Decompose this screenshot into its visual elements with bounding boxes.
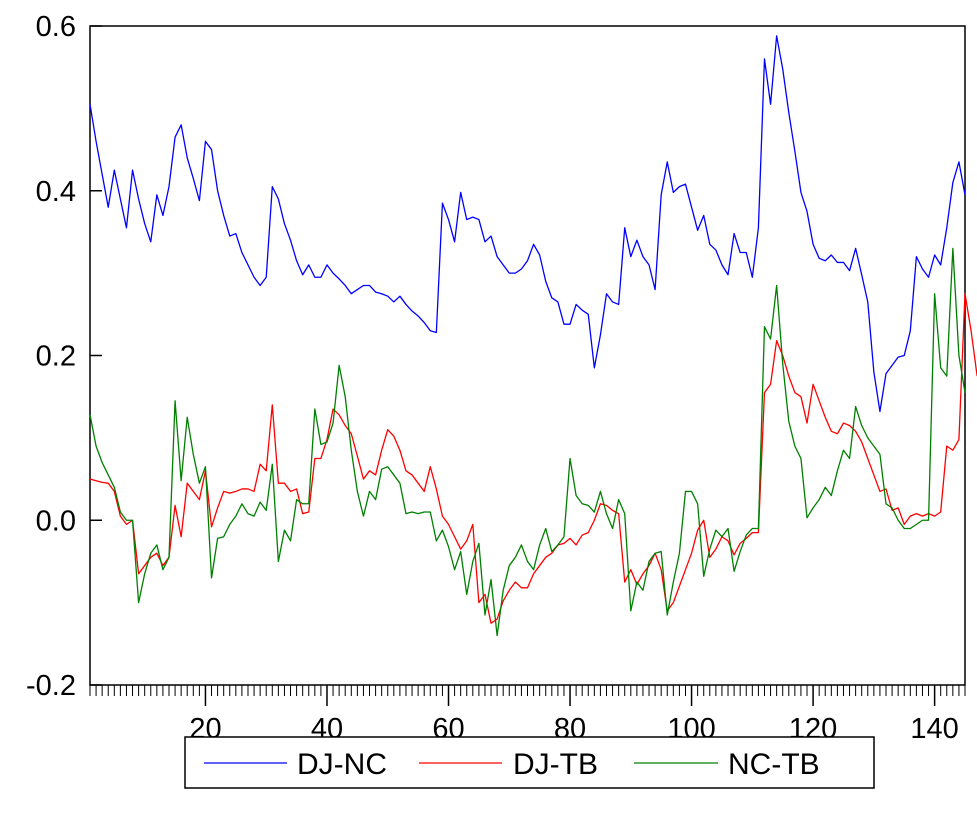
y-tick-label: 0.6	[36, 11, 76, 43]
series-line-dj-tb	[89, 293, 977, 624]
legend-box	[184, 736, 875, 789]
legend: DJ-NC DJ-TB NC-TB	[184, 736, 875, 789]
x-axis-minor-ticks	[89, 685, 966, 696]
legend-label-nc-tb: NC-TB	[728, 748, 820, 781]
y-tick-label: 0.0	[36, 505, 76, 537]
y-axis-ticks: -0.2 0.0 0.2 0.4 0.6	[26, 11, 102, 702]
legend-label-dj-nc: DJ-NC	[297, 748, 387, 781]
y-tick-label: 0.2	[36, 341, 76, 373]
y-tick-label: -0.2	[26, 670, 76, 702]
series-lines	[89, 35, 977, 637]
series-line-dj-nc	[89, 35, 966, 413]
legend-label-dj-tb: DJ-TB	[513, 748, 598, 781]
x-tick-label: 140	[910, 713, 958, 745]
series-line-nc-tb	[89, 247, 966, 637]
y-tick-label: 0.4	[36, 176, 76, 208]
